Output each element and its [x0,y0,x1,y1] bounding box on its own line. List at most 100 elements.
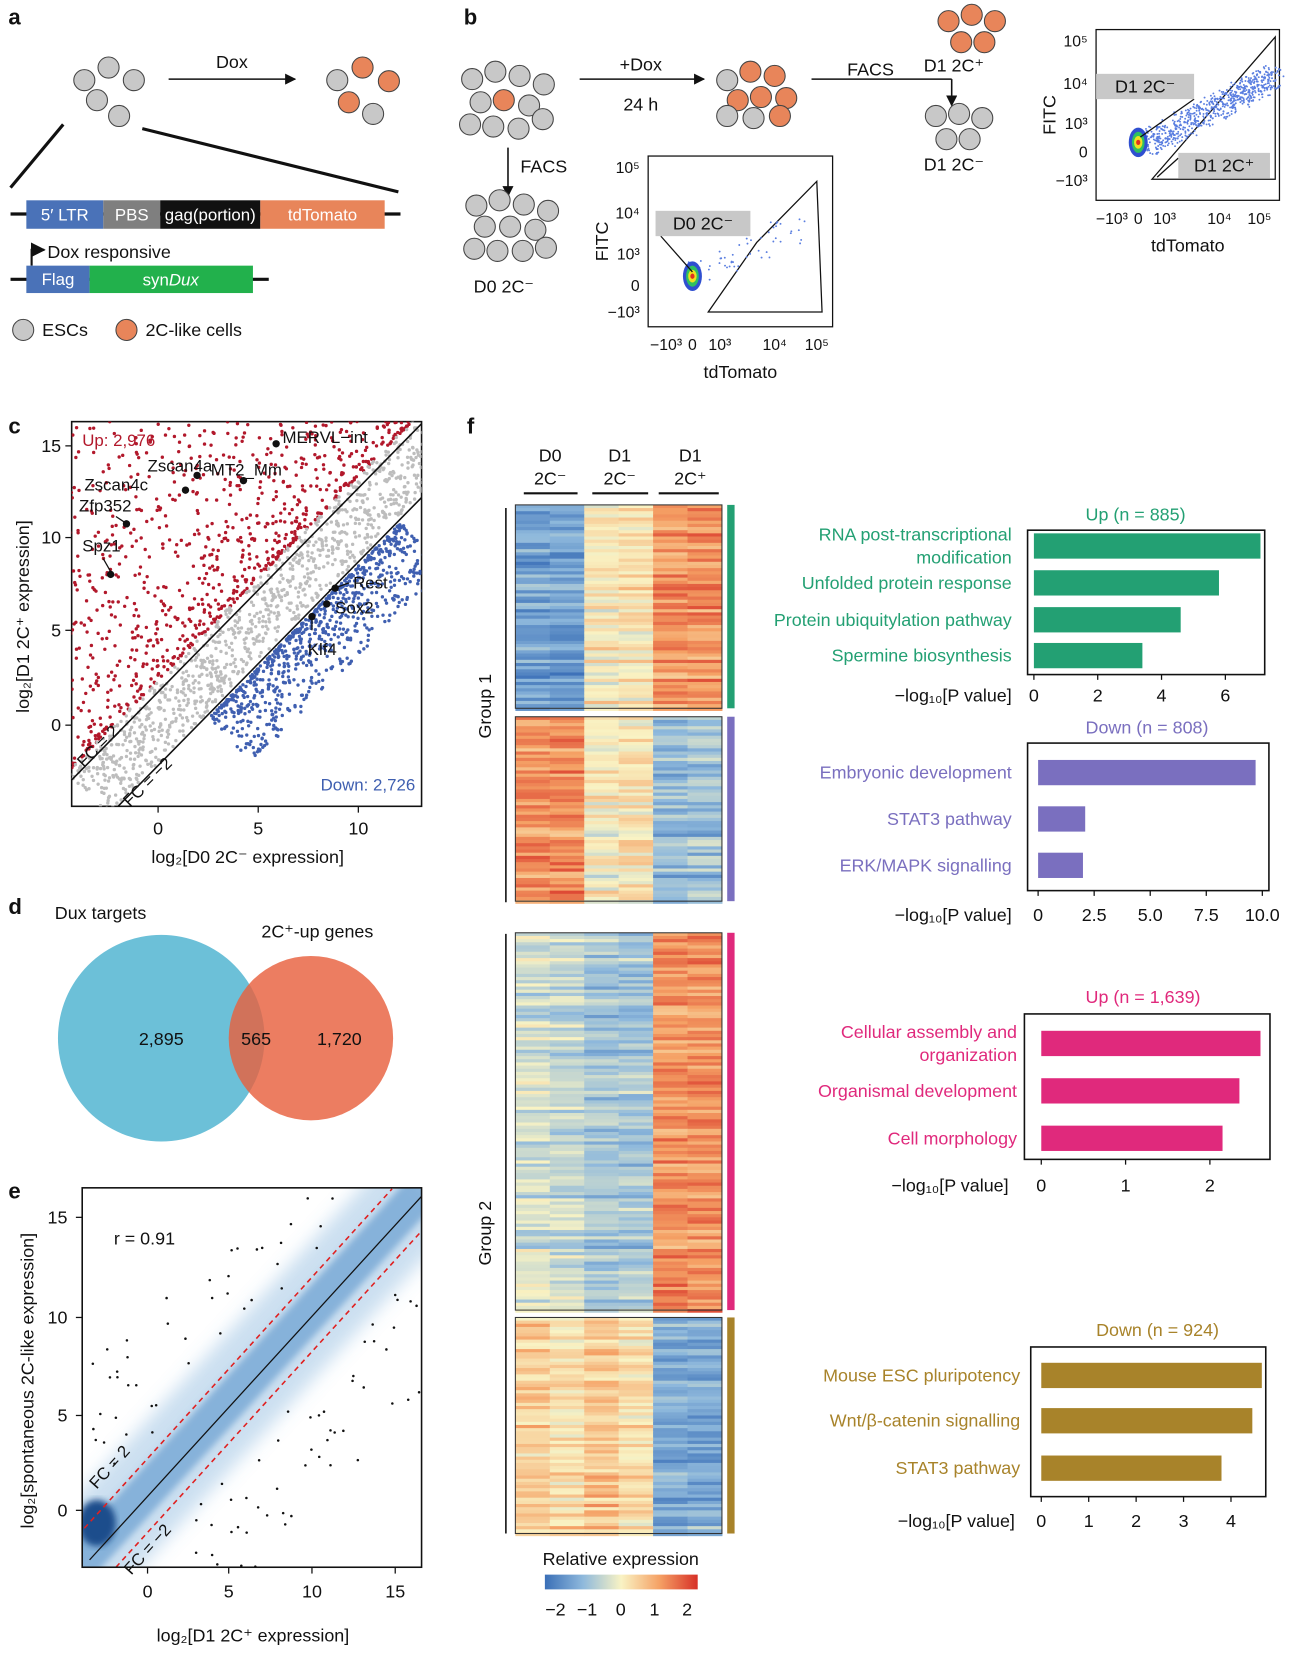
outlier-dot [210,1523,213,1527]
scatter-dot [241,693,245,698]
heatmap-cell [515,590,551,594]
y-tick-label: 10⁴ [615,206,639,223]
outlier-dot [194,1551,198,1554]
scatter-dot [345,590,349,595]
scatter-dot [437,456,440,459]
cell [739,60,762,83]
scatter-dot [93,733,97,738]
scatter-dot [243,645,247,650]
scatter-dot [247,544,251,548]
scatter-dot [191,489,195,494]
event-dot [1187,111,1190,114]
scatter-dot [239,540,244,544]
heatmap-cell [584,609,620,613]
x-tick-label: 5 [253,818,263,838]
heatmap-cell [687,549,723,553]
scatter-dot [191,478,195,482]
scatter-dot [71,687,74,691]
heatmap-cell [584,802,620,806]
heatmap-cell [618,732,654,737]
heatmap-cell [618,637,654,642]
scatter-dot [303,524,307,529]
scatter-dot [233,664,238,669]
scatter-dot [179,462,183,467]
scatter-dot [354,475,359,479]
scatter-dot [438,456,441,459]
scatter-dot [288,579,293,583]
scatter-dot [216,565,220,570]
scatter-dot [0,577,1,580]
scatter-dot [317,306,320,309]
heatmap-cell [549,862,585,866]
scatter-dot [157,729,161,734]
heatmap-cell [515,612,551,617]
heatmap-cell [653,779,689,784]
scatter-dot [272,592,276,597]
scatter-dot [429,423,432,426]
scatter-dot [442,451,445,454]
scatter-dot [187,651,191,656]
event-dot [1255,70,1258,73]
scatter-dot [416,473,420,478]
scatter-dot [302,697,306,702]
heatmap-cell [653,792,689,797]
heatmap-cell [618,517,654,522]
heatmap-cell [515,628,551,632]
scatter-dot [388,472,392,476]
event-dot [1261,96,1264,99]
heatmap-cell [584,764,620,768]
scatter-dot [2,552,5,555]
heatmap-cell [549,662,585,667]
scatter-dot [205,306,208,309]
scatter-dot [276,734,280,738]
scatter-dot [242,344,245,347]
scatter-dot [201,581,205,585]
scatter-dot [136,633,140,638]
scatter-dot [215,554,219,559]
scatter-dot [187,444,191,449]
scatter-dot [263,660,267,665]
scatter-dot [173,387,176,390]
scatter-dot [146,762,150,766]
event-dot [1212,102,1214,105]
scatter-dot [66,681,69,684]
heatmap-cell [618,852,654,857]
scatter-dot [153,594,157,598]
scatter-dot [317,566,321,571]
scatter-dot [42,737,45,740]
scatter-dot [336,546,340,551]
scatter-dot [347,596,351,600]
event-dot [708,278,711,281]
scatter-dot [410,534,414,538]
heatmap-cell [618,555,654,560]
scatter-dot [35,651,38,654]
event-dot [1149,152,1152,155]
event-dot [1186,108,1189,111]
scatter-dot [387,565,392,569]
event-dot [737,265,740,268]
event-dot [1229,89,1232,91]
outlier-dot [331,1197,334,1200]
scatter-dot [397,542,401,546]
scatter-dot [392,498,396,502]
event-dot [1245,93,1248,96]
outlier-dot [310,1125,313,1128]
cell [531,108,554,131]
event-dot [1223,105,1226,108]
heatmap-cell [549,640,585,645]
fold-change-line [117,496,423,807]
scatter-dot [365,497,370,501]
scatter-dot [216,689,220,693]
scatter-dot [192,532,197,537]
event-dot [1225,115,1228,118]
heatmap-cell [584,789,620,794]
scatter-dot [267,475,271,479]
scatter-dot [366,554,371,558]
scatter-dot [118,659,122,663]
scatter-dot [284,638,289,642]
heatmap-cell [515,792,551,797]
heatmap-cell [549,764,585,768]
scatter-dot [336,596,340,601]
heatmap-cell [618,783,654,787]
scatter-dot [272,316,275,319]
